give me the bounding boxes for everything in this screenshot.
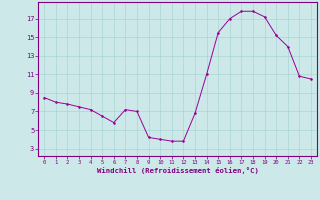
X-axis label: Windchill (Refroidissement éolien,°C): Windchill (Refroidissement éolien,°C) (97, 167, 259, 174)
